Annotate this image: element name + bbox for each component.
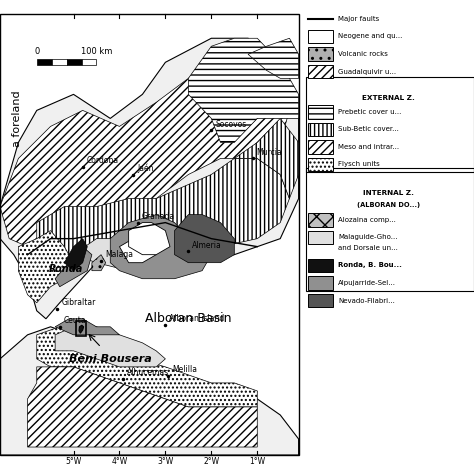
Bar (0, 14, 299, 455)
Bar (306, 77, 474, 172)
Bar (82, 59, 97, 65)
Text: Ronda: Ronda (48, 264, 83, 274)
Polygon shape (234, 118, 299, 199)
Bar (67, 59, 82, 65)
Polygon shape (0, 327, 299, 455)
Text: Flysch units: Flysch units (338, 162, 380, 167)
Polygon shape (0, 55, 290, 246)
Text: Malaga: Malaga (105, 250, 133, 259)
Bar (308, 140, 333, 154)
Text: 2°W: 2°W (203, 457, 219, 466)
Polygon shape (64, 238, 87, 271)
Text: Prebetic cover u...: Prebetic cover u... (338, 109, 402, 115)
Polygon shape (188, 38, 299, 143)
Polygon shape (79, 325, 83, 333)
Text: Socovos: Socovos (215, 119, 246, 128)
Text: Sub-Betic cover...: Sub-Betic cover... (338, 127, 399, 132)
Text: Melilla: Melilla (172, 365, 197, 374)
Polygon shape (92, 255, 106, 271)
Bar (308, 65, 333, 78)
Text: 3°W: 3°W (157, 457, 173, 466)
Bar (0, 14, 299, 455)
Text: Cordoba: Cordoba (86, 155, 118, 164)
Text: Beni Bousera: Beni Bousera (69, 354, 152, 364)
Text: Malaguide-Gho...: Malaguide-Gho... (338, 235, 398, 240)
Text: Jaén: Jaén (137, 163, 154, 173)
Polygon shape (128, 223, 170, 255)
Text: Ceuta: Ceuta (64, 316, 86, 325)
Text: Meso and intrar...: Meso and intrar... (338, 144, 400, 150)
Polygon shape (55, 327, 165, 367)
Bar (308, 47, 333, 61)
Text: Alboran Basin: Alboran Basin (145, 312, 232, 325)
Text: 1°W: 1°W (249, 457, 265, 466)
Bar (308, 213, 333, 227)
Polygon shape (119, 231, 156, 263)
Bar (308, 30, 333, 43)
Text: and Dorsale un...: and Dorsale un... (338, 245, 398, 251)
Bar (52, 59, 67, 65)
Text: Neogene and qu...: Neogene and qu... (338, 34, 403, 39)
Text: Alboran island: Alboran island (169, 314, 224, 323)
Polygon shape (37, 158, 290, 255)
Polygon shape (73, 223, 202, 271)
Bar (37, 59, 52, 65)
Text: 5°W: 5°W (65, 457, 82, 466)
Text: Alozaina comp...: Alozaina comp... (338, 217, 396, 223)
Polygon shape (248, 38, 299, 78)
Text: Alhucemas: Alhucemas (127, 368, 169, 377)
Text: 0: 0 (34, 46, 39, 55)
Bar (306, 168, 474, 291)
Polygon shape (110, 215, 211, 279)
Text: EXTERNAL Z.: EXTERNAL Z. (362, 95, 415, 101)
Text: Volcanic rocks: Volcanic rocks (338, 51, 388, 57)
Bar (308, 105, 333, 118)
Bar (308, 123, 333, 136)
Text: Gibraltar: Gibraltar (61, 298, 96, 307)
Polygon shape (0, 38, 299, 319)
Bar (308, 276, 333, 290)
Polygon shape (27, 367, 257, 447)
Text: Nevado-Filabri...: Nevado-Filabri... (338, 298, 395, 303)
Text: Almeria: Almeria (192, 241, 222, 250)
Text: Granada: Granada (142, 212, 175, 221)
Text: Ronda, B. Bou...: Ronda, B. Bou... (338, 263, 402, 268)
Polygon shape (37, 327, 257, 407)
Bar (308, 158, 333, 171)
Bar (308, 259, 333, 272)
Text: 100 km: 100 km (81, 46, 112, 55)
Text: Alpujarride-Sel...: Alpujarride-Sel... (338, 280, 396, 286)
Polygon shape (55, 246, 92, 287)
Polygon shape (174, 215, 234, 263)
Bar (76, 321, 86, 337)
Text: 4°W: 4°W (111, 457, 128, 466)
Polygon shape (55, 319, 119, 335)
Text: a foreland: a foreland (12, 90, 22, 147)
Text: (ALBORAN DO...): (ALBORAN DO...) (357, 202, 420, 208)
Text: Murcia: Murcia (256, 147, 282, 156)
Polygon shape (18, 231, 73, 303)
Text: INTERNAL Z.: INTERNAL Z. (363, 190, 414, 196)
Text: Guadalquivir u...: Guadalquivir u... (338, 69, 397, 74)
Bar (308, 294, 333, 307)
Text: Major faults: Major faults (338, 16, 380, 22)
Bar (308, 231, 333, 244)
